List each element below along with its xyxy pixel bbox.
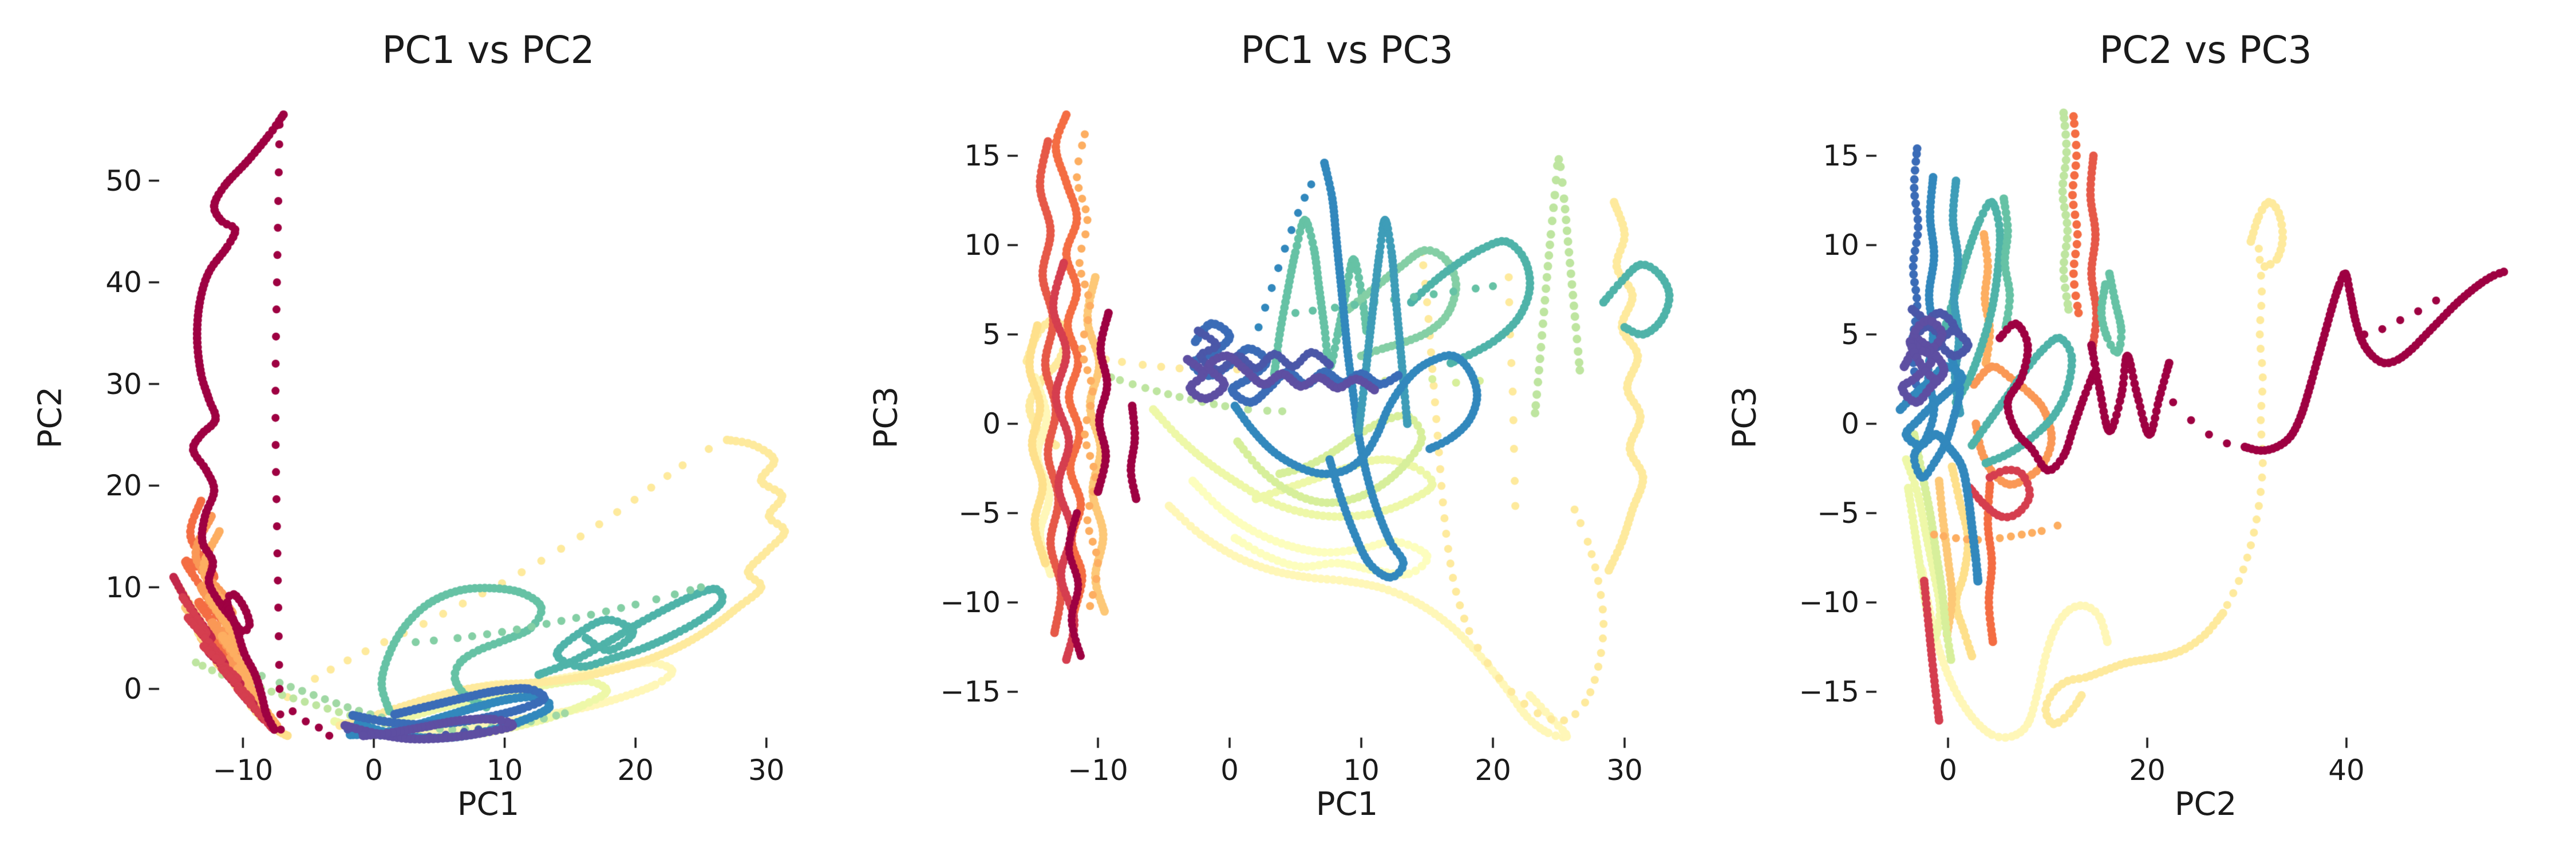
y-tick-label: 15 — [1823, 139, 1859, 172]
panel-title: PC1 vs PC3 — [1240, 28, 1453, 72]
x-tick-label: −10 — [212, 754, 274, 787]
y-tick-label: 20 — [105, 469, 142, 502]
y-tick-label: 10 — [1823, 228, 1859, 262]
y-tick-label: 50 — [105, 164, 142, 198]
x-axis-label: PC1 — [457, 786, 520, 823]
y-tick-label: −5 — [1817, 497, 1859, 530]
y-tick-label: −15 — [1799, 675, 1859, 708]
x-tick-label: 10 — [486, 754, 523, 787]
x-tick-label: 20 — [617, 754, 654, 787]
x-tick-label: 20 — [2129, 754, 2166, 787]
panel-title: PC2 vs PC3 — [2099, 28, 2312, 72]
x-tick-label: 40 — [2328, 754, 2365, 787]
y-tick-label: −10 — [1799, 586, 1859, 619]
y-tick-label: 5 — [982, 318, 1001, 351]
x-tick-label: 30 — [1606, 754, 1643, 787]
y-tick-label: 10 — [105, 570, 142, 604]
panel-pc1-vs-pc3: PC1 vs PC3 PC1 PC3 — [859, 0, 1717, 859]
y-tick-label: 0 — [982, 407, 1001, 440]
panel-pc2-vs-pc3: PC2 vs PC3 PC2 PC3 — [1717, 0, 2576, 859]
x-tick-label: 10 — [1343, 754, 1380, 787]
x-axis-label: PC2 — [2174, 786, 2237, 823]
y-axis-label: PC3 — [867, 386, 905, 449]
y-tick-label: 10 — [964, 228, 1001, 262]
y-tick-label: 5 — [1841, 318, 1859, 351]
y-tick-label: 0 — [1841, 407, 1859, 440]
x-tick-label: 0 — [365, 754, 383, 787]
y-axis-label: PC3 — [1726, 386, 1764, 449]
y-tick-label: 40 — [105, 266, 142, 299]
y-tick-label: 30 — [105, 367, 142, 401]
x-tick-label: 30 — [748, 754, 785, 787]
x-tick-label: −10 — [1068, 754, 1128, 787]
panel-pc1-vs-pc2: PC1 vs PC2 PC1 PC2 — [0, 0, 859, 859]
panel-title: PC1 vs PC2 — [382, 28, 595, 72]
y-tick-label: 15 — [964, 139, 1001, 172]
x-tick-label: 0 — [1939, 754, 1957, 787]
x-tick-label: 20 — [1475, 754, 1511, 787]
y-tick-label: −10 — [940, 586, 1001, 619]
x-tick-label: 0 — [1220, 754, 1239, 787]
y-tick-label: 0 — [124, 672, 142, 706]
y-axis-label: PC2 — [31, 386, 69, 449]
y-tick-label: −15 — [940, 675, 1001, 708]
y-tick-label: −5 — [958, 497, 1001, 530]
x-axis-label: PC1 — [1315, 786, 1378, 823]
